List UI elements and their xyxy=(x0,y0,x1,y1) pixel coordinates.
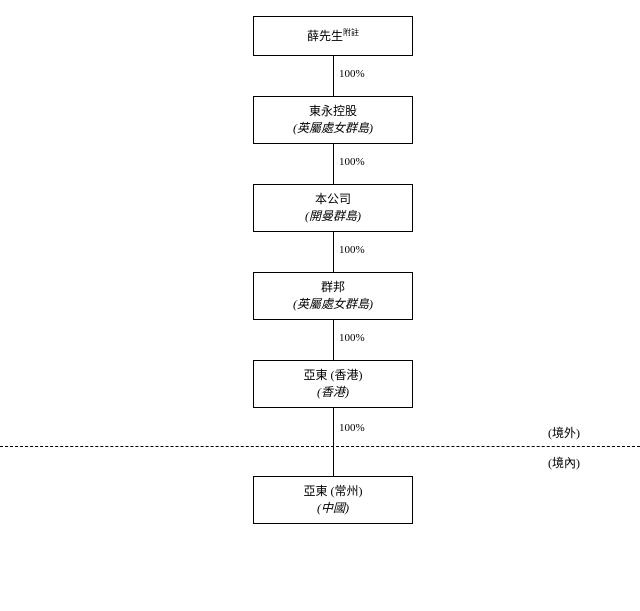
org-chart: 薛先生附註東永控股(英屬處女群島)本公司(開曼群島)群邦(英屬處女群島)亞東 (… xyxy=(0,0,640,611)
node-line2: (英屬處女群島) xyxy=(293,120,373,137)
edge-label: 100% xyxy=(339,244,365,256)
edge-label: 100% xyxy=(339,422,365,434)
node-line1: 亞東 (香港) xyxy=(304,367,363,384)
node-n3: 本公司(開曼群島) xyxy=(253,184,413,232)
node-line2: (中國) xyxy=(317,500,349,517)
node-n6: 亞東 (常州)(中國) xyxy=(253,476,413,524)
label-inside: (境內) xyxy=(548,454,580,471)
node-line2: (開曼群島) xyxy=(305,208,361,225)
node-n2: 東永控股(英屬處女群島) xyxy=(253,96,413,144)
node-line1: 薛先生附註 xyxy=(307,28,359,45)
edge-n2-n3 xyxy=(333,144,334,184)
edge-label: 100% xyxy=(339,156,365,168)
node-n5: 亞東 (香港)(香港) xyxy=(253,360,413,408)
edge-n4-n5 xyxy=(333,320,334,360)
label-outside: (境外) xyxy=(548,424,580,441)
node-line1: 本公司 xyxy=(315,191,351,208)
node-line2: (英屬處女群島) xyxy=(293,296,373,313)
edge-n3-n4 xyxy=(333,232,334,272)
node-line1: 群邦 xyxy=(321,279,345,296)
node-line2: (香港) xyxy=(317,384,349,401)
node-line1: 亞東 (常州) xyxy=(304,483,363,500)
boundary-divider xyxy=(0,446,640,447)
edge-n1-n2 xyxy=(333,56,334,96)
edge-label: 100% xyxy=(339,332,365,344)
node-n4: 群邦(英屬處女群島) xyxy=(253,272,413,320)
edge-label: 100% xyxy=(339,68,365,80)
node-line1: 東永控股 xyxy=(309,103,357,120)
edge-n5-n6 xyxy=(333,408,334,476)
node-n1: 薛先生附註 xyxy=(253,16,413,56)
